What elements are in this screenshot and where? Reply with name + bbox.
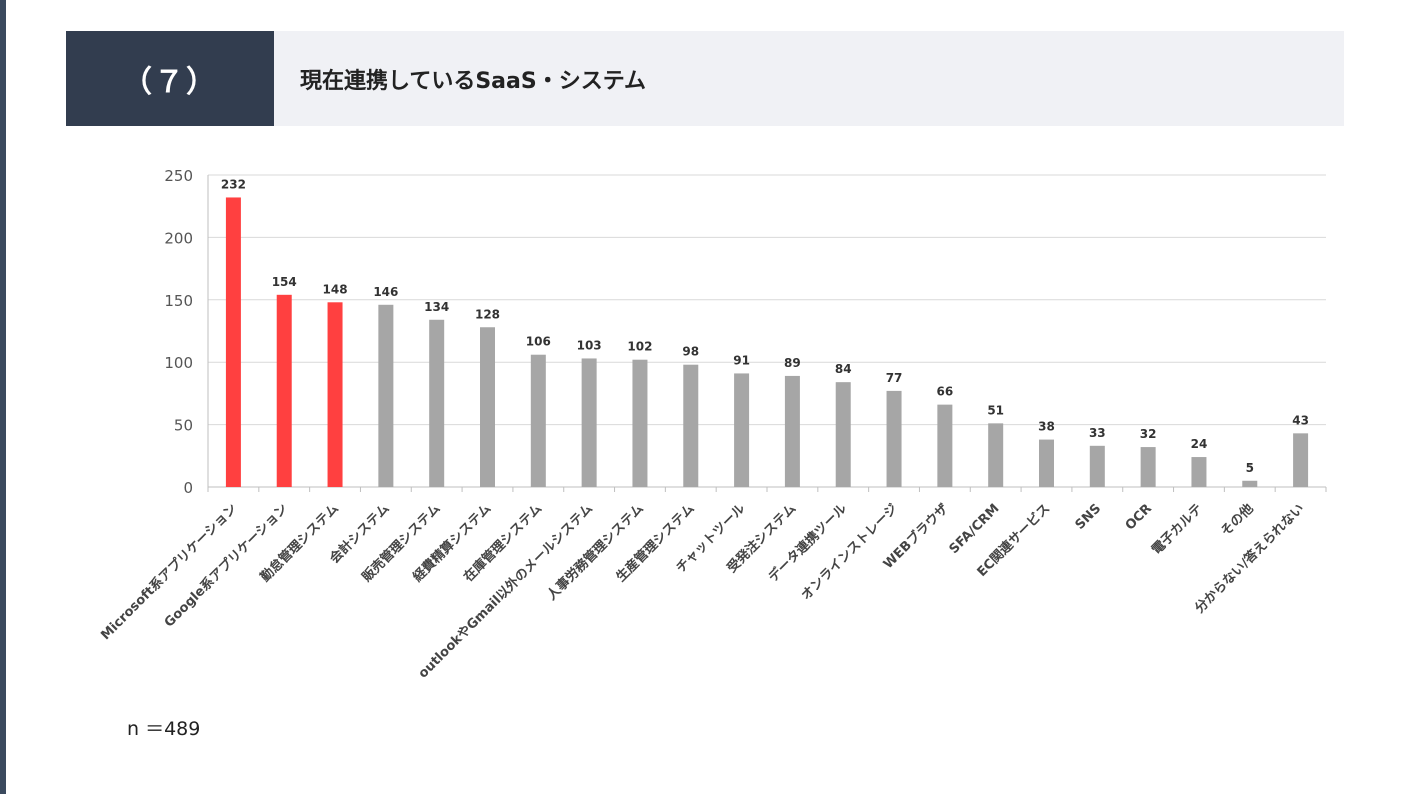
bar	[327, 302, 343, 487]
data-label: 134	[424, 300, 449, 314]
x-tick-label: 人事労務管理システム	[544, 501, 647, 604]
x-tick-label: OCR	[1123, 501, 1155, 533]
bar	[1242, 480, 1258, 487]
bar	[1039, 439, 1054, 487]
data-label: 84	[835, 362, 852, 376]
data-label: 32	[1140, 427, 1157, 441]
data-label: 128	[475, 307, 500, 321]
bar	[886, 390, 902, 487]
bar	[378, 304, 394, 487]
bar	[632, 359, 648, 487]
x-tick-label: SNS	[1073, 501, 1105, 533]
y-tick-label: 150	[164, 292, 193, 310]
data-label: 24	[1191, 437, 1208, 451]
data-label: 33	[1089, 426, 1106, 440]
bar	[683, 364, 699, 487]
y-tick-label: 50	[174, 417, 193, 435]
y-tick-label: 100	[164, 354, 193, 372]
data-label: 148	[323, 282, 348, 296]
data-label: 102	[627, 340, 652, 354]
bar	[988, 423, 1004, 487]
section-header: （７） 現在連携しているSaaS・システム	[66, 31, 1344, 126]
data-label: 38	[1038, 420, 1055, 434]
bar	[225, 197, 241, 488]
data-label: 66	[937, 385, 954, 399]
x-tick-label: オンラインストレージ	[799, 501, 901, 603]
left-edge-strip	[0, 0, 6, 794]
data-label: 106	[526, 335, 551, 349]
data-label: 232	[221, 177, 246, 191]
bar	[1191, 457, 1207, 487]
data-label: 154	[272, 275, 297, 289]
bar	[1140, 447, 1156, 487]
bar	[835, 382, 851, 487]
data-label: 51	[987, 403, 1004, 417]
y-tick-label: 200	[164, 229, 193, 247]
bar	[429, 319, 445, 487]
y-tick-label: 0	[183, 479, 193, 497]
bar	[937, 404, 953, 487]
section-number-badge: （７）	[66, 31, 274, 126]
x-tick-label: 電子カルテ	[1149, 501, 1206, 558]
data-label: 103	[577, 338, 602, 352]
x-tick-label: その他	[1218, 501, 1257, 540]
sample-size-note: n ＝489	[127, 718, 201, 740]
data-label: 77	[886, 371, 903, 385]
data-label: 98	[682, 345, 699, 359]
x-tick-label: outlookやGmail以外のメールシステム	[415, 501, 596, 682]
data-label: 43	[1292, 413, 1309, 427]
bar	[581, 358, 597, 487]
bar	[276, 294, 292, 487]
data-label: 146	[373, 285, 398, 299]
bar	[480, 327, 495, 487]
section-title: 現在連携しているSaaS・システム	[300, 68, 647, 94]
data-label: 91	[733, 353, 750, 367]
bar	[1089, 445, 1105, 487]
data-label: 89	[784, 356, 801, 370]
data-label: 5	[1246, 461, 1254, 475]
bar	[1293, 433, 1309, 487]
bar	[530, 354, 546, 487]
y-tick-label: 250	[164, 167, 193, 185]
bar	[734, 373, 750, 487]
bar	[784, 375, 800, 487]
